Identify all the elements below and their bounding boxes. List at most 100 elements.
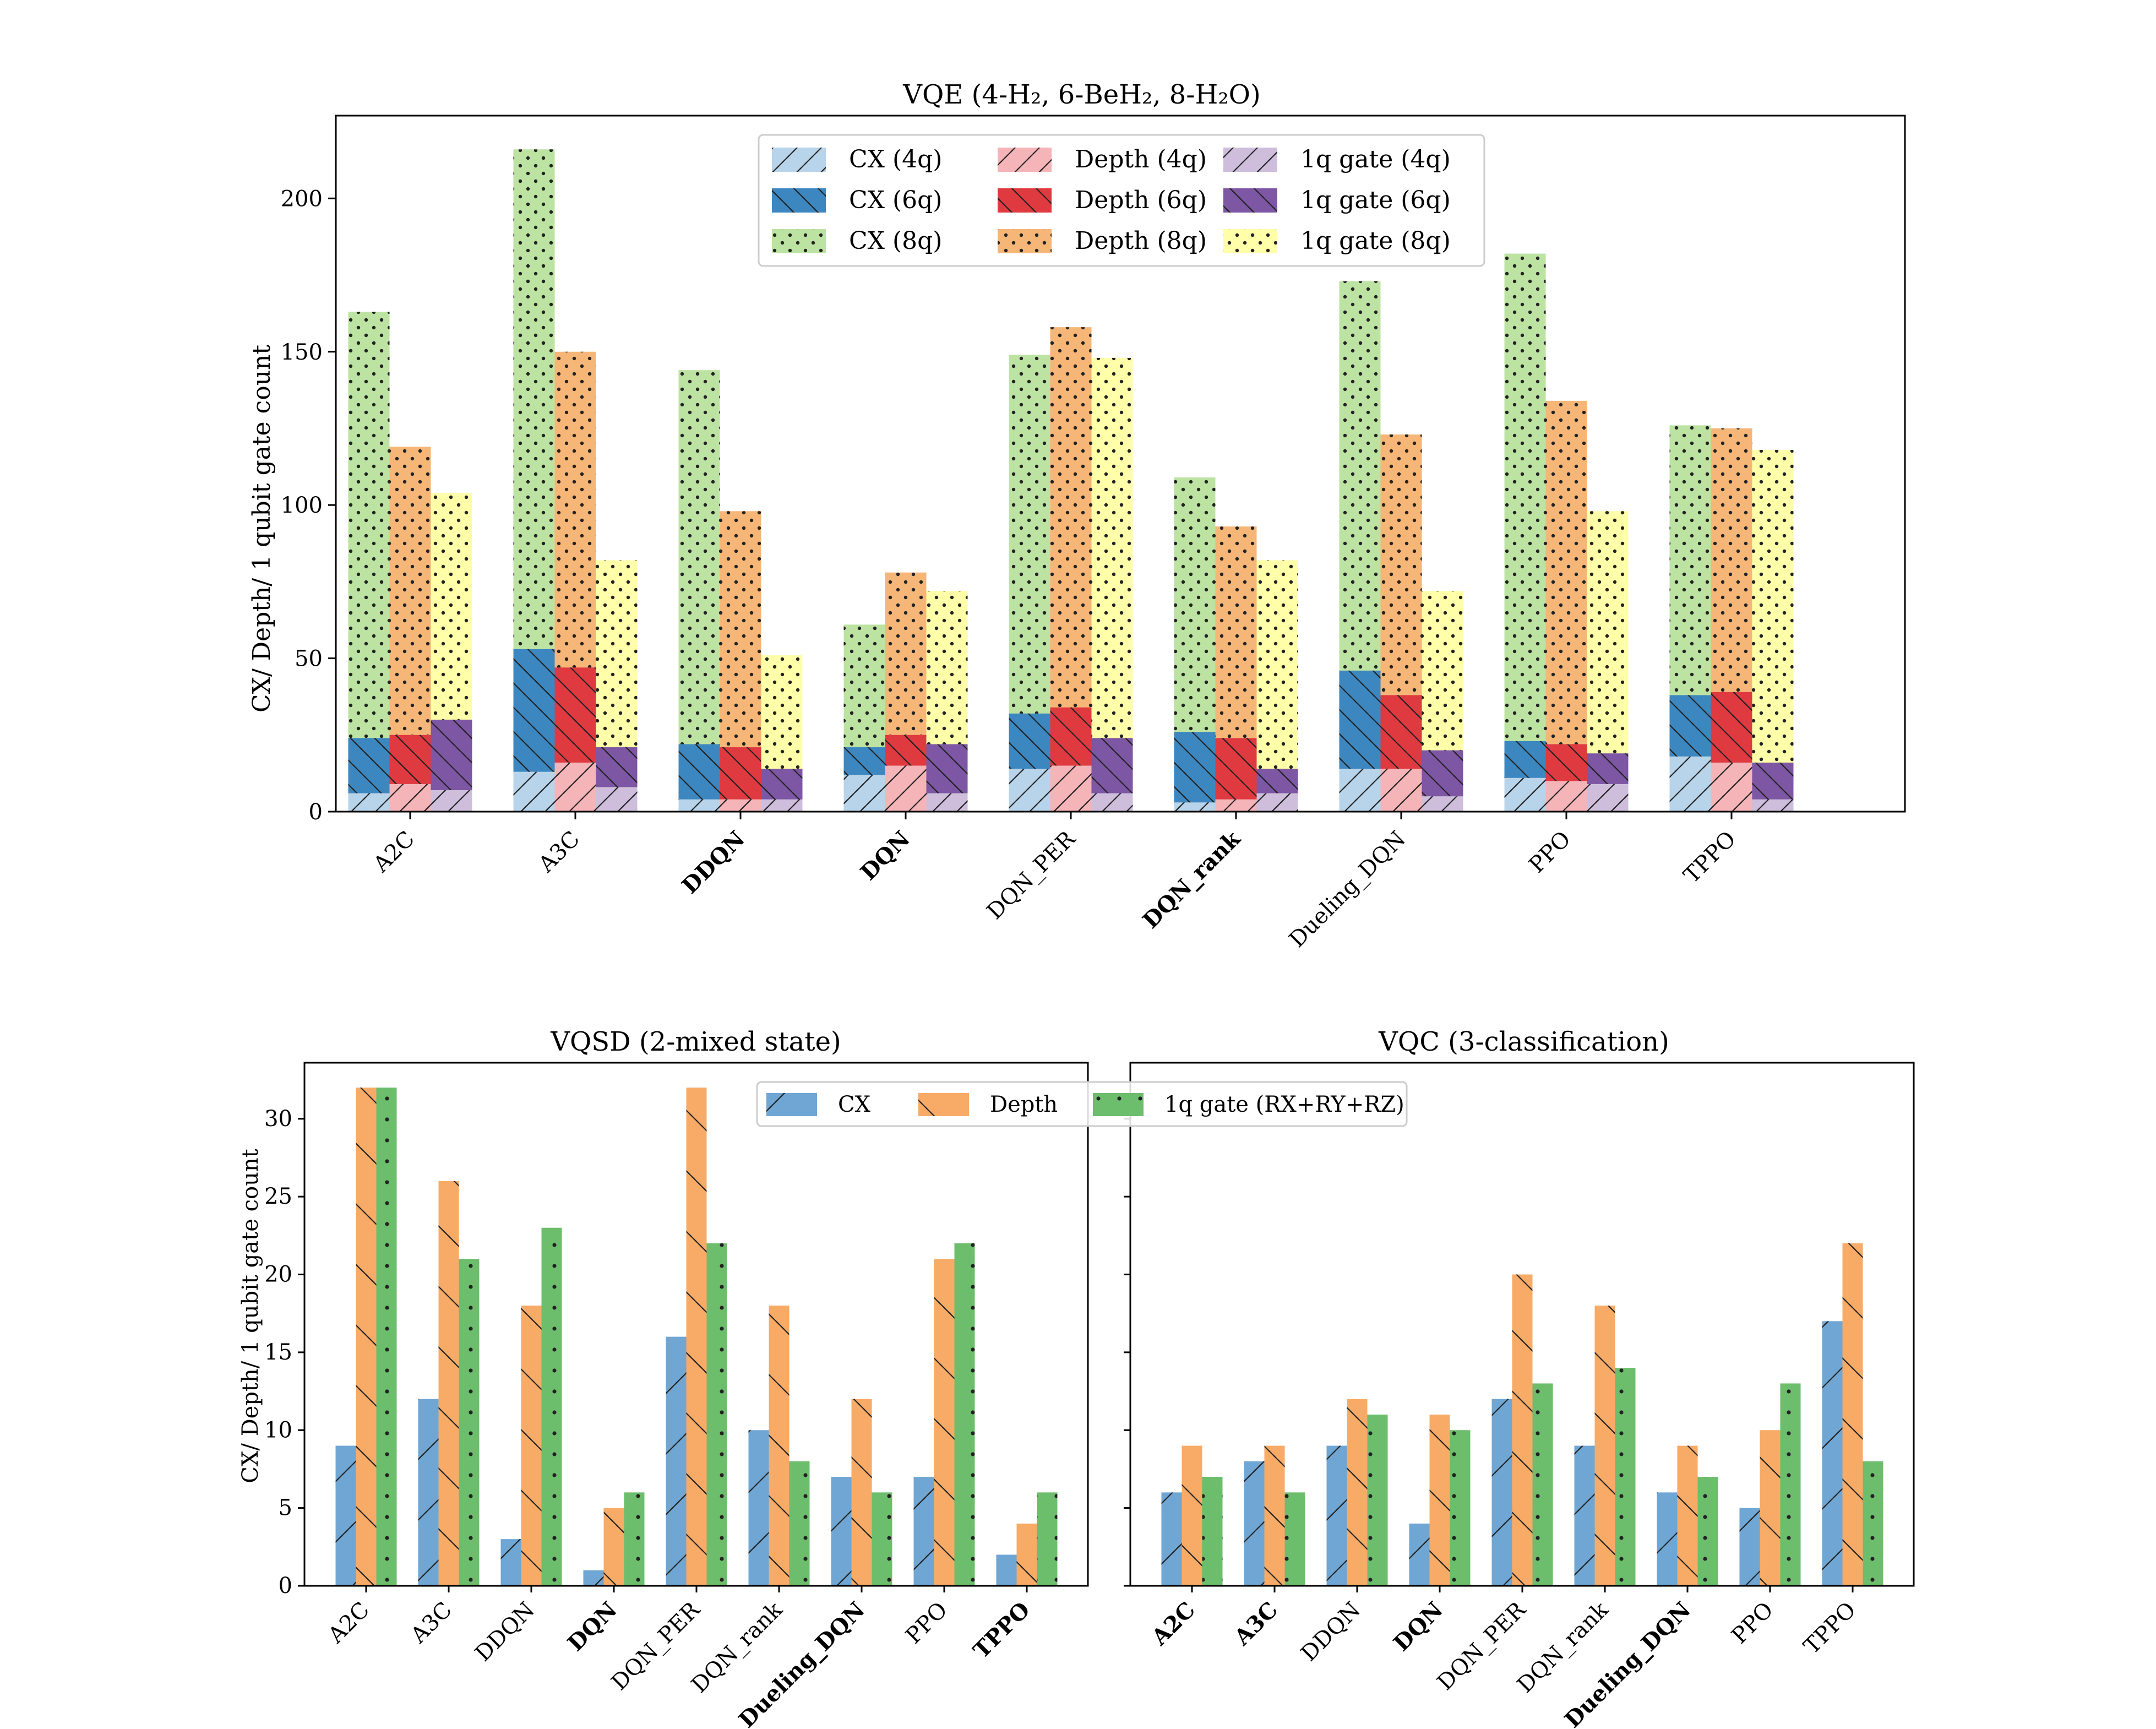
vqe-legend-label: 1q gate (4q)	[1300, 145, 1451, 173]
vqsd-plot-frame	[303, 1062, 1089, 1587]
vqc-bars	[1161, 1243, 1883, 1586]
vqe-bar-cx-4q--a2c-hatch	[348, 793, 390, 812]
vqe-xtick-label: Dueling_DQN	[1284, 827, 1411, 953]
vqe-bar-depth-6q--dqn_rank-hatch	[1215, 738, 1257, 812]
vqe-ytick-label: 200	[281, 186, 323, 211]
vqc-bar-1q-tppo-hatch	[1863, 1461, 1883, 1586]
vqe-xtick-label: A2C	[368, 827, 420, 878]
vqc-bar-cx-ppo-hatch	[1739, 1508, 1760, 1586]
vqsd-bar-depth-dqn_rank-hatch	[769, 1306, 790, 1586]
vqe-bar-1q-gate-4q--a3c-hatch	[596, 787, 638, 812]
vqe-bar-1q-gate-8q--tppo-hatch	[1752, 449, 1794, 812]
vqc-title: VQC (3-classification)	[1378, 1026, 1669, 1057]
vqsd-bar-cx-ppo-hatch	[913, 1477, 934, 1586]
vqsd-bar-1q-dqn_per-hatch	[706, 1243, 727, 1586]
vqsd-bar-cx-dqn_per-hatch	[666, 1336, 687, 1586]
vqsd-bar-cx-dueling_dqn-hatch	[831, 1477, 852, 1586]
vqsd-bars	[335, 1088, 1058, 1586]
vqe-x-axis: A2C A3C DDQN DQN DQN_PER DQN_rank Dueling_DQN P…	[368, 812, 1741, 953]
vqsd-ytick-label: 30	[264, 1106, 292, 1132]
vqsd-xtick-label: DDQN	[470, 1597, 540, 1667]
vqe-legend-swatch-hatch	[998, 188, 1052, 213]
vqsd-bar-depth-dqn_per-hatch	[686, 1088, 707, 1586]
vqe-bar-1q-gate-4q--dqn_rank-hatch	[1256, 793, 1298, 812]
vqe-bar-cx-6q--dqn_rank-hatch	[1174, 732, 1216, 812]
vqe-bar-1q-gate-4q--dueling_dqn-hatch	[1422, 796, 1463, 812]
vqc-xtick-label: DQN	[1389, 1597, 1448, 1656]
vqe-legend-swatch-hatch	[772, 148, 826, 172]
bottom-legend-label: CX	[838, 1092, 871, 1117]
vqe-bar-depth-4q--dueling_dqn-hatch	[1380, 769, 1422, 812]
vqc-bar-cx-a3c-hatch	[1244, 1461, 1265, 1586]
vqsd-bar-cx-tppo-hatch	[996, 1554, 1017, 1586]
vqe-legend-swatch-hatch	[1223, 229, 1277, 253]
vqsd-bar-depth-dueling_dqn-hatch	[851, 1399, 872, 1586]
vqc-bar-cx-a2c-hatch	[1161, 1492, 1182, 1586]
vqe-plot-frame	[335, 115, 1906, 813]
vqsd-ytick-label: 15	[264, 1340, 292, 1365]
vqe-bar-cx-4q--dueling_dqn-hatch	[1339, 769, 1381, 812]
vqc-xtick-label: A3C	[1229, 1597, 1283, 1651]
vqe-bar-depth-4q--dqn_per-hatch	[1050, 765, 1092, 812]
vqc-bar-depth-tppo-hatch	[1842, 1243, 1863, 1586]
vqe-bar-1q-gate-4q--tppo-hatch	[1752, 799, 1794, 812]
vqe-bar-cx-8q--ddqn-hatch	[678, 370, 720, 812]
vqc-bar-depth-a3c-hatch	[1264, 1445, 1285, 1586]
vqsd-bar-depth-dqn-hatch	[603, 1508, 624, 1586]
vqc-bar-depth-a2c-hatch	[1182, 1445, 1202, 1586]
vqsd-bar-depth-ddqn-hatch	[521, 1306, 542, 1586]
vqc-bar-1q-ppo-hatch	[1780, 1383, 1801, 1586]
vqe-ylabel: CX/ Depth/ 1 qubit gate count	[248, 345, 276, 713]
vqe-ytick-label: 150	[281, 340, 323, 365]
vqe-legend-swatch-hatch	[1223, 188, 1277, 213]
vqe-xtick-label: DQN	[856, 826, 915, 885]
vqe-bar-cx-4q--a3c-hatch	[513, 771, 555, 812]
vqsd-ytick-label: 10	[264, 1417, 292, 1443]
vqsd-xtick-label: DQN	[563, 1597, 622, 1656]
vqe-bar-cx-8q--a2c-hatch	[348, 312, 390, 812]
vqc-bar-cx-dueling_dqn-hatch	[1657, 1492, 1678, 1586]
vqe-bar-depth-4q--ppo-hatch	[1545, 781, 1587, 812]
vqsd-ytick-label: 5	[279, 1496, 292, 1521]
vqe-bar-depth-4q--tppo-hatch	[1711, 762, 1752, 812]
vqe-xtick-label: DDQN	[677, 826, 750, 899]
vqc-plot-frame	[1129, 1062, 1915, 1587]
vqsd-y-axis: 0 5 10 15 20 25 30	[264, 1106, 304, 1598]
vqe-legend-label: 1q gate (8q)	[1300, 227, 1451, 255]
vqc-bar-depth-dqn-hatch	[1429, 1414, 1450, 1586]
vqc-bar-depth-dqn_rank-hatch	[1594, 1306, 1615, 1586]
bottom-legend-label: 1q gate (RX+RY+RZ)	[1164, 1092, 1404, 1117]
vqc-y-axis	[1124, 1118, 1130, 1587]
bottom-legend-swatch-hatch	[766, 1093, 817, 1116]
vqe-legend-label: 1q gate (6q)	[1300, 186, 1451, 214]
vqc-xtick-label: DDQN	[1296, 1597, 1365, 1667]
vqsd-bar-depth-a2c-hatch	[356, 1088, 377, 1586]
vqc-bar-1q-dqn_per-hatch	[1532, 1383, 1553, 1586]
vqe-xtick-label: TPPO	[1679, 827, 1741, 889]
vqe-legend-label: Depth (8q)	[1075, 227, 1207, 255]
vqe-legend-label: CX (8q)	[849, 227, 942, 255]
vqe-legend-label: CX (4q)	[849, 145, 942, 173]
vqsd-xtick-label: A2C	[323, 1597, 374, 1649]
vqc-bar-1q-a2c-hatch	[1202, 1477, 1223, 1586]
vqe-xtick-label: PPO	[1524, 827, 1576, 878]
vqsd-xtick-label: A3C	[406, 1597, 457, 1649]
vqe-bar-cx-4q--dqn_rank-hatch	[1174, 802, 1216, 812]
vqe-legend-swatch-hatch	[772, 188, 826, 213]
vqsd-xtick-label: PPO	[901, 1597, 952, 1649]
vqsd-ylabel: CX/ Depth/ 1 qubit gate count	[238, 1149, 263, 1483]
vqe-ytick-label: 50	[295, 646, 323, 672]
vqe-xtick-label: DQN_rank	[1137, 825, 1246, 934]
bottom-legend: CX Depth 1q gate (RX+RY+RZ)	[756, 1081, 1408, 1127]
vqe-bar-depth-4q--ddqn-hatch	[720, 799, 761, 812]
vqe-xtick-label: A3C	[533, 827, 585, 878]
vqsd-bar-cx-ddqn-hatch	[500, 1539, 521, 1586]
vqc-bar-1q-dqn-hatch	[1450, 1430, 1471, 1586]
vqsd-ytick-label: 0	[279, 1573, 292, 1598]
vqc-bar-cx-ddqn-hatch	[1326, 1445, 1347, 1586]
vqe-bar-1q-gate-4q--dqn_per-hatch	[1091, 793, 1133, 812]
vqe-bar-depth-4q--a3c-hatch	[554, 762, 596, 812]
